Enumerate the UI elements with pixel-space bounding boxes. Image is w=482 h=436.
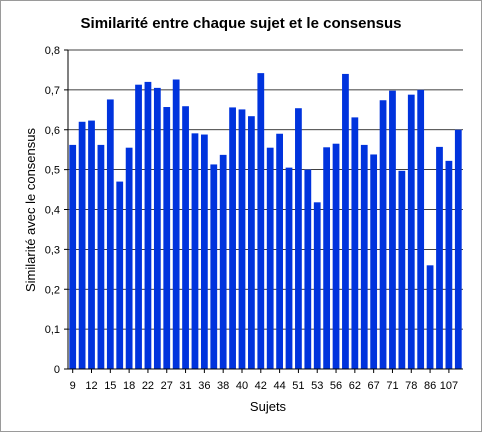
bar (266, 147, 274, 369)
bar (191, 133, 199, 369)
bar (257, 73, 265, 369)
x-tick-label: 51 (292, 380, 304, 392)
x-tick-label: 22 (142, 380, 154, 392)
y-tick-label: 0,6 (45, 125, 60, 137)
x-tick-label: 71 (386, 380, 398, 392)
x-tick-label: 40 (236, 380, 248, 392)
bar (69, 144, 77, 369)
y-tick-label: 0,7 (45, 85, 60, 97)
bar (445, 160, 453, 369)
x-tick-label: 42 (255, 380, 267, 392)
bar (379, 100, 387, 370)
x-tick-label: 107 (440, 380, 458, 392)
bar (182, 106, 189, 369)
axes (64, 49, 463, 373)
bar (276, 133, 283, 369)
bar (332, 143, 340, 369)
bar (342, 73, 349, 370)
bar (360, 144, 368, 369)
x-tick-label: 36 (198, 380, 210, 392)
bar (454, 129, 462, 369)
bar (285, 167, 293, 369)
y-tick-label: 0,1 (45, 324, 60, 336)
chart-title: Similarité entre chaque sujet et le cons… (81, 15, 402, 32)
bar (125, 147, 133, 369)
x-tick-label: 44 (273, 380, 285, 392)
bar (78, 121, 86, 370)
y-gridlines (68, 49, 463, 330)
bar (426, 265, 434, 369)
bar (370, 154, 378, 369)
y-tick-label: 0,4 (45, 205, 60, 217)
bar (407, 94, 415, 369)
x-tick-label: 15 (104, 380, 116, 392)
x-tick-labels: 9 12 15 18 22 27 31 36 38 40 42 44 51 53 56 62 67 71 78 86 1… (70, 380, 458, 392)
x-tick-label: 9 (70, 380, 76, 392)
bar (153, 87, 161, 369)
bar (219, 154, 227, 369)
x-tick-label: 18 (123, 380, 135, 392)
bar (229, 107, 236, 370)
x-tick-label: 62 (349, 380, 361, 392)
bar (323, 147, 331, 369)
y-tick-label: 0,3 (45, 244, 60, 256)
bar (248, 116, 255, 369)
bar (88, 120, 95, 369)
bar (417, 89, 425, 369)
x-tick-label: 86 (424, 380, 436, 392)
x-tick-label: 12 (85, 380, 97, 392)
bar (200, 134, 208, 369)
y-tick-label: 0,2 (45, 284, 60, 296)
y-tick-labels: 0 0,1 0,2 0,3 0,4 0,5 0,6 0,7 0,8 (45, 45, 60, 376)
y-tick-label: 0,8 (45, 45, 60, 57)
bar (238, 109, 246, 369)
bar (144, 81, 152, 370)
bar (97, 144, 105, 369)
y-tick-label: 0,5 (45, 165, 60, 177)
bar (210, 164, 218, 369)
bar (163, 107, 171, 370)
x-axis-label: Sujets (250, 399, 287, 414)
y-axis-label: Similarité avec le consensus (23, 127, 38, 292)
bar (351, 117, 359, 369)
x-tick-label: 78 (405, 380, 417, 392)
bar (436, 146, 443, 369)
bar (398, 170, 406, 369)
x-tick-label: 53 (311, 380, 323, 392)
bar (304, 169, 312, 369)
bar (135, 84, 142, 369)
bar (106, 99, 114, 369)
x-tick-label: 27 (161, 380, 173, 392)
x-tick-label: 38 (217, 380, 229, 392)
bar (389, 90, 396, 370)
bar (295, 108, 302, 369)
bar (172, 79, 180, 369)
x-tick-label: 56 (330, 380, 342, 392)
bar (116, 181, 124, 369)
y-tick-label: 0 (54, 364, 60, 376)
x-tick-label: 67 (368, 380, 380, 392)
bars (69, 73, 462, 370)
x-tick-label: 31 (179, 380, 191, 392)
bar (313, 202, 321, 369)
